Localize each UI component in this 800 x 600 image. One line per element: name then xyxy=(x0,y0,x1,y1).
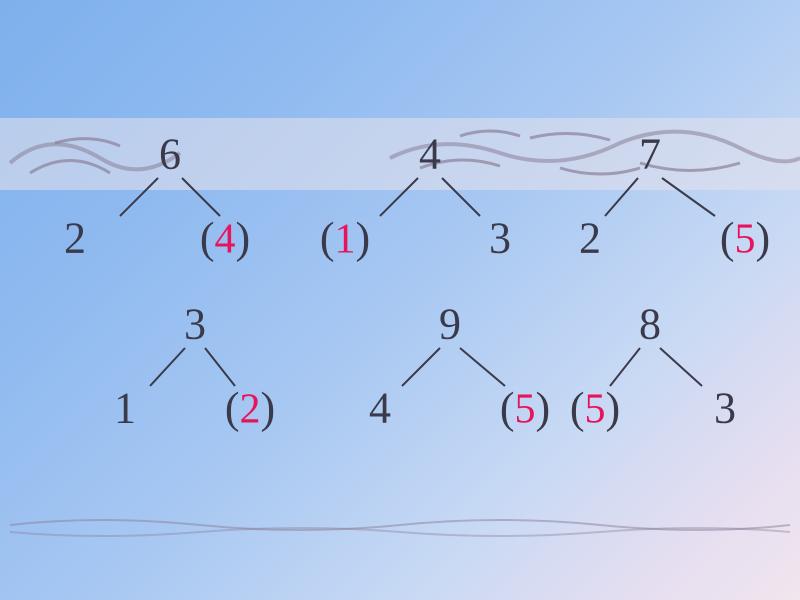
left-child: (1) xyxy=(320,213,370,264)
answer-number: 5 xyxy=(515,387,536,433)
paren-open: ( xyxy=(500,384,515,433)
answer-number: 5 xyxy=(585,387,606,433)
answer-number: 2 xyxy=(240,387,261,433)
right-child: 3 xyxy=(489,213,511,264)
paren-open: ( xyxy=(570,384,585,433)
paren-open: ( xyxy=(720,214,735,263)
left-child: (5) xyxy=(570,383,620,434)
left-child: 2 xyxy=(579,213,601,264)
right-child: (5) xyxy=(500,383,550,434)
decorative-line-bottom xyxy=(0,0,800,4)
top-number: 7 xyxy=(639,129,661,180)
paren-close: ) xyxy=(236,214,251,263)
answer-number: 5 xyxy=(735,217,756,263)
answer-number: 1 xyxy=(335,217,356,263)
paren-open: ( xyxy=(200,214,215,263)
paren-close: ) xyxy=(536,384,551,433)
left-child: 4 xyxy=(369,383,391,434)
paren-close: ) xyxy=(356,214,371,263)
right-child: (5) xyxy=(720,213,770,264)
right-child: (4) xyxy=(200,213,250,264)
paren-close: ) xyxy=(756,214,771,263)
top-number: 6 xyxy=(159,129,181,180)
top-number: 8 xyxy=(639,299,661,350)
answer-number: 4 xyxy=(215,217,236,263)
paren-close: ) xyxy=(606,384,621,433)
left-child: 1 xyxy=(114,383,136,434)
paren-open: ( xyxy=(225,384,240,433)
swirl-decoration-top xyxy=(0,118,800,190)
decorative-band-top xyxy=(0,118,800,190)
top-number: 9 xyxy=(439,299,461,350)
paren-open: ( xyxy=(320,214,335,263)
left-child: 2 xyxy=(64,213,86,264)
top-number: 4 xyxy=(419,129,441,180)
right-child: (2) xyxy=(225,383,275,434)
top-number: 3 xyxy=(184,299,206,350)
paren-close: ) xyxy=(261,384,276,433)
right-child: 3 xyxy=(714,383,736,434)
